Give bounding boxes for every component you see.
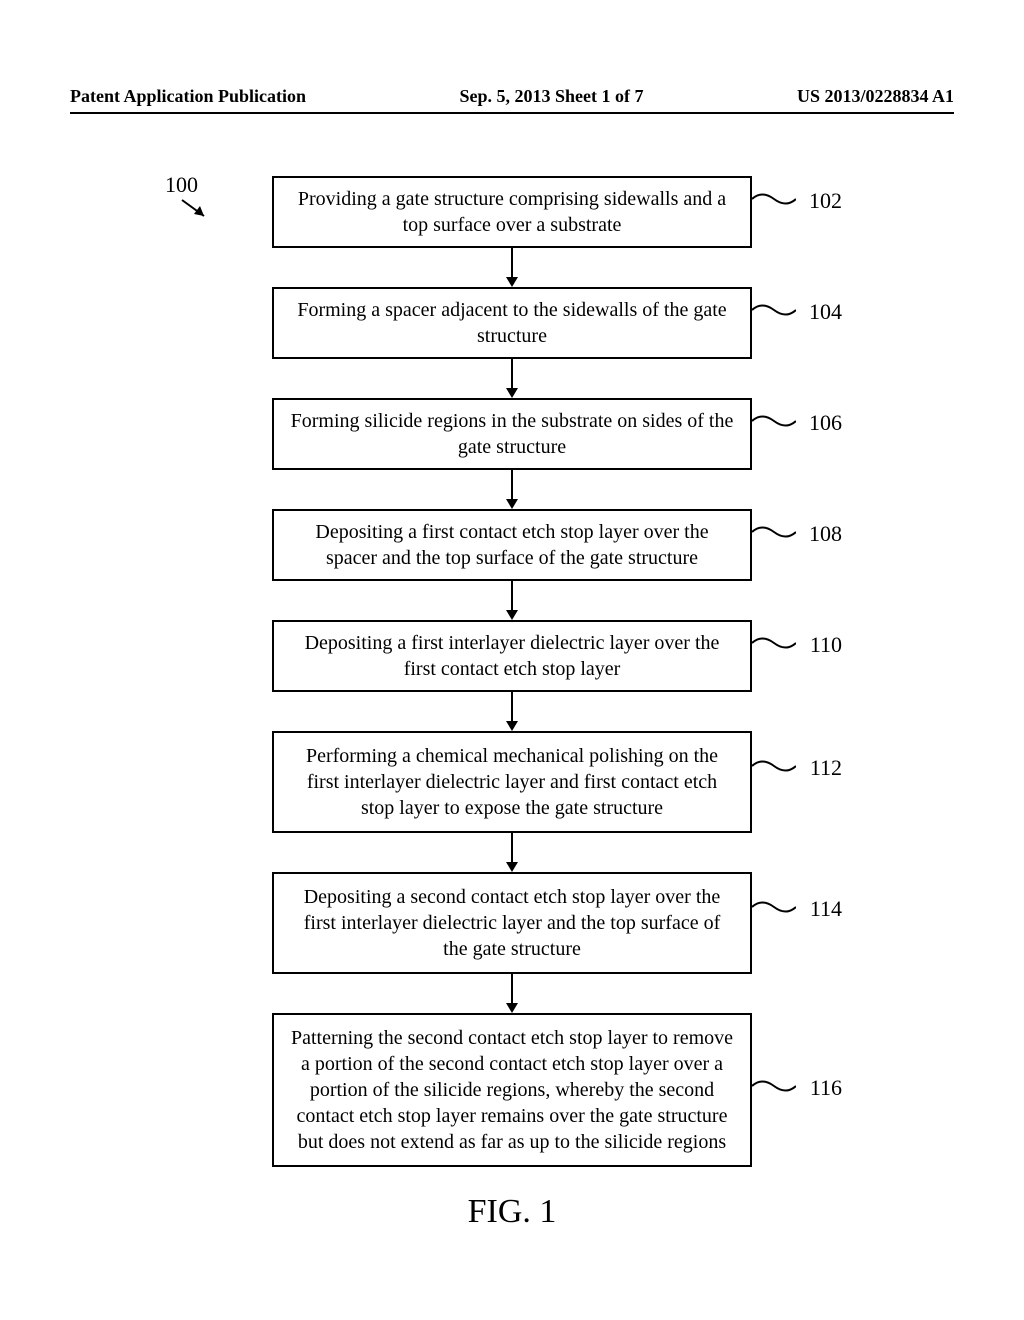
step-wrap: Providing a gate structure comprising si…	[272, 176, 752, 287]
step-number: 112	[810, 755, 842, 781]
step-wrap: Patterning the second contact etch stop …	[272, 1013, 752, 1167]
step-number: 108	[809, 521, 842, 547]
step-wrap: Forming a spacer adjacent to the sidewal…	[272, 287, 752, 398]
leader-curve-icon	[752, 1077, 796, 1095]
step-text: Forming a spacer adjacent to the sidewal…	[297, 299, 726, 347]
arrow-down-icon	[506, 581, 518, 620]
leader-curve-icon	[752, 523, 796, 541]
step-number: 102	[809, 188, 842, 214]
arrow-down-icon	[506, 359, 518, 398]
figure-label: FIG. 1	[468, 1193, 557, 1231]
step-number: 114	[810, 896, 842, 922]
step-wrap: Performing a chemical mechanical polishi…	[272, 731, 752, 872]
leader-curve-icon	[752, 898, 796, 916]
flowchart: Providing a gate structure comprising si…	[0, 176, 1024, 1231]
header-rule	[70, 112, 954, 114]
step-number: 106	[809, 410, 842, 436]
step-wrap: Forming silicide regions in the substrat…	[272, 398, 752, 509]
arrow-down-icon	[506, 974, 518, 1013]
step-box: Depositing a first interlayer dielectric…	[272, 620, 752, 692]
step-text: Patterning the second contact etch stop …	[291, 1027, 733, 1153]
step-wrap: Depositing a first contact etch stop lay…	[272, 509, 752, 620]
arrow-down-icon	[506, 248, 518, 287]
step-box: Depositing a first contact etch stop lay…	[272, 509, 752, 581]
step-text: Depositing a first contact etch stop lay…	[315, 521, 708, 569]
step-text: Depositing a first interlayer dielectric…	[305, 632, 720, 680]
arrow-down-icon	[506, 692, 518, 731]
page-header: Patent Application Publication Sep. 5, 2…	[0, 86, 1024, 107]
step-box: Forming a spacer adjacent to the sidewal…	[272, 287, 752, 359]
step-box: Depositing a second contact etch stop la…	[272, 872, 752, 974]
leader-curve-icon	[752, 301, 796, 319]
step-box: Forming silicide regions in the substrat…	[272, 398, 752, 470]
step-wrap: Depositing a second contact etch stop la…	[272, 872, 752, 1013]
leader-curve-icon	[752, 190, 796, 208]
leader-curve-icon	[752, 634, 796, 652]
step-text: Depositing a second contact etch stop la…	[304, 886, 721, 960]
header-left: Patent Application Publication	[70, 86, 306, 107]
step-text: Forming silicide regions in the substrat…	[291, 410, 734, 458]
header-right: US 2013/0228834 A1	[797, 86, 954, 107]
step-wrap: Depositing a first interlayer dielectric…	[272, 620, 752, 731]
arrow-down-icon	[506, 470, 518, 509]
step-number: 116	[810, 1075, 842, 1101]
step-box: Performing a chemical mechanical polishi…	[272, 731, 752, 833]
leader-curve-icon	[752, 412, 796, 430]
arrow-down-icon	[506, 833, 518, 872]
step-box: Providing a gate structure comprising si…	[272, 176, 752, 248]
step-text: Performing a chemical mechanical polishi…	[306, 745, 718, 819]
step-number: 110	[810, 632, 842, 658]
step-text: Providing a gate structure comprising si…	[298, 188, 726, 236]
leader-curve-icon	[752, 757, 796, 775]
step-number: 104	[809, 299, 842, 325]
header-center: Sep. 5, 2013 Sheet 1 of 7	[460, 86, 644, 107]
step-box: Patterning the second contact etch stop …	[272, 1013, 752, 1167]
